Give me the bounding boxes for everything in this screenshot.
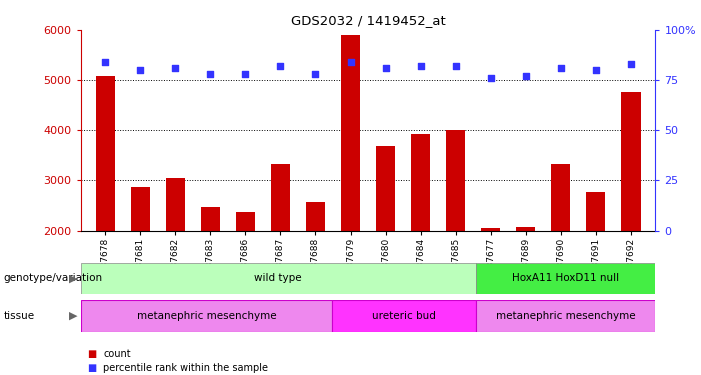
Bar — [411, 134, 430, 231]
Point — [170, 65, 181, 71]
Point — [450, 63, 461, 69]
Bar — [332, 300, 476, 332]
Text: ▶: ▶ — [69, 311, 78, 321]
Bar — [81, 300, 332, 332]
Bar — [341, 35, 360, 231]
Text: count: count — [103, 350, 130, 359]
Point — [135, 67, 146, 73]
Bar — [271, 164, 290, 231]
Bar — [551, 164, 571, 231]
Text: ureteric bud: ureteric bud — [372, 311, 436, 321]
Point — [415, 63, 426, 69]
Bar — [95, 76, 115, 231]
Text: ■: ■ — [88, 350, 97, 359]
Bar — [446, 130, 465, 231]
Point — [520, 73, 531, 79]
Text: tissue: tissue — [4, 311, 34, 321]
Point — [100, 59, 111, 65]
Bar — [200, 207, 220, 231]
Point — [240, 71, 251, 77]
Point — [625, 61, 637, 67]
Bar — [236, 211, 255, 231]
Bar — [306, 202, 325, 231]
Text: HoxA11 HoxD11 null: HoxA11 HoxD11 null — [512, 273, 619, 284]
Text: metanephric mesenchyme: metanephric mesenchyme — [137, 311, 276, 321]
Point — [275, 63, 286, 69]
Title: GDS2032 / 1419452_at: GDS2032 / 1419452_at — [291, 15, 445, 27]
Text: ▶: ▶ — [69, 273, 78, 284]
Bar — [81, 262, 476, 294]
Point — [555, 65, 566, 71]
Bar — [476, 300, 655, 332]
Point — [380, 65, 391, 71]
Point — [205, 71, 216, 77]
Bar — [376, 146, 395, 231]
Bar — [621, 92, 641, 231]
Bar — [481, 228, 501, 231]
Point — [345, 59, 356, 65]
Bar — [476, 262, 655, 294]
Text: ■: ■ — [88, 363, 97, 373]
Text: wild type: wild type — [254, 273, 302, 284]
Point — [590, 67, 601, 73]
Bar — [130, 187, 150, 231]
Text: genotype/variation: genotype/variation — [4, 273, 102, 284]
Bar — [586, 192, 606, 231]
Text: metanephric mesenchyme: metanephric mesenchyme — [496, 311, 635, 321]
Bar — [165, 178, 185, 231]
Bar — [516, 226, 536, 231]
Point — [485, 75, 496, 81]
Point — [310, 71, 321, 77]
Text: percentile rank within the sample: percentile rank within the sample — [103, 363, 268, 373]
